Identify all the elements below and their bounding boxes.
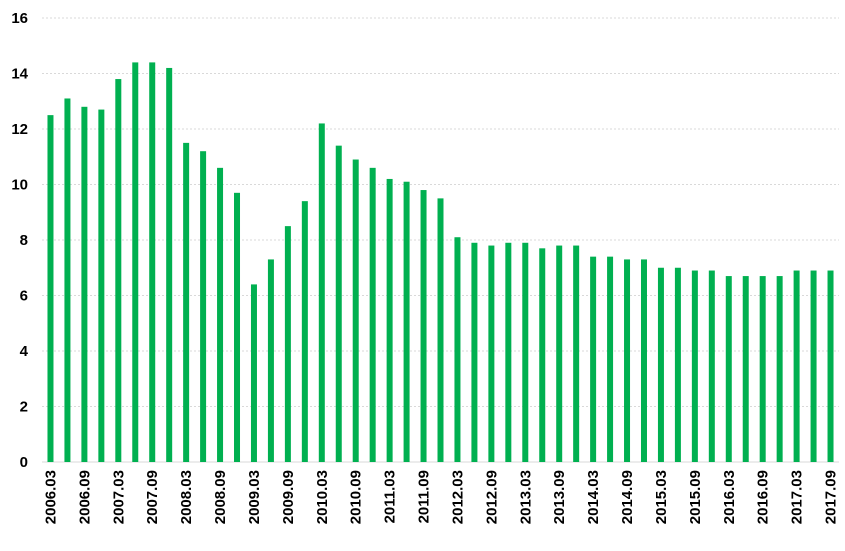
bar (81, 106, 88, 463)
x-tick-label: 2014.09 (619, 470, 636, 524)
x-tick-label: 2016.03 (721, 470, 738, 524)
x-tick-label: 2015.03 (653, 470, 670, 524)
bar (250, 284, 257, 462)
x-tick-label: 2011.09 (416, 470, 433, 523)
bar (403, 181, 410, 462)
y-tick-label: 14 (11, 66, 28, 83)
bar (810, 270, 817, 462)
bar (539, 248, 546, 462)
bar (742, 276, 749, 462)
x-tick-label: 2016.09 (755, 470, 772, 524)
bar (454, 237, 461, 462)
bar (267, 259, 274, 462)
bar (64, 98, 71, 462)
x-tick-label: 2014.03 (585, 470, 602, 524)
y-tick-label: 8 (20, 232, 28, 249)
bar (47, 115, 54, 462)
x-tick-label: 2010.09 (348, 470, 365, 524)
x-tick-label: 2015.09 (687, 470, 704, 524)
bar (776, 276, 783, 462)
bar (624, 259, 631, 462)
x-tick-label: 2012.03 (449, 470, 466, 524)
bar (166, 67, 173, 462)
bar (200, 151, 207, 462)
bar (488, 245, 495, 462)
x-tick-label: 2007.09 (144, 470, 161, 524)
bar (115, 79, 122, 463)
x-tick-label: 2007.03 (110, 470, 127, 524)
bar (318, 123, 325, 462)
bar (505, 242, 512, 462)
y-tick-label: 0 (20, 454, 28, 471)
bar (590, 256, 597, 462)
bar (149, 62, 156, 463)
bar (759, 276, 766, 462)
x-tick-label: 2017.09 (823, 470, 840, 524)
bar (725, 276, 732, 462)
x-tick-label: 2006.03 (42, 470, 59, 524)
bar (640, 259, 647, 462)
x-tick-label: 2012.09 (483, 470, 500, 524)
bar (335, 145, 342, 462)
bar (369, 167, 376, 462)
bar (708, 270, 715, 462)
x-tick-label: 2011.03 (382, 470, 399, 523)
y-tick-label: 12 (11, 121, 28, 138)
x-tick-label: 2008.09 (212, 470, 229, 524)
bar (437, 198, 444, 462)
x-tick-label: 2009.09 (280, 470, 297, 524)
bar (691, 270, 698, 462)
y-tick-label: 2 (20, 399, 28, 416)
x-tick-label: 2013.09 (551, 470, 568, 524)
x-tick-label: 2008.03 (178, 470, 195, 524)
bar (556, 245, 563, 462)
y-tick-label: 10 (11, 177, 28, 194)
bar (657, 267, 664, 462)
bar (284, 226, 291, 462)
x-tick-label: 2017.03 (789, 470, 806, 524)
bar (827, 270, 834, 462)
bar (301, 201, 308, 462)
bar (674, 267, 681, 462)
bar (132, 62, 139, 463)
bar (607, 256, 614, 462)
x-tick-label: 2013.03 (517, 470, 534, 524)
bar (352, 159, 359, 462)
bar (386, 178, 393, 462)
bar (183, 142, 190, 462)
y-tick-label: 16 (11, 10, 28, 27)
y-tick-label: 6 (20, 288, 28, 305)
bar (98, 109, 105, 462)
x-tick-label: 2010.03 (314, 470, 331, 524)
bar (471, 242, 478, 462)
bar (793, 270, 800, 462)
x-tick-label: 2006.09 (76, 470, 93, 524)
bar (573, 245, 580, 462)
bar (420, 190, 427, 463)
bar (522, 242, 529, 462)
bar (217, 167, 224, 462)
x-tick-label: 2009.03 (246, 470, 263, 524)
y-tick-label: 4 (20, 343, 29, 360)
bar (234, 192, 241, 462)
